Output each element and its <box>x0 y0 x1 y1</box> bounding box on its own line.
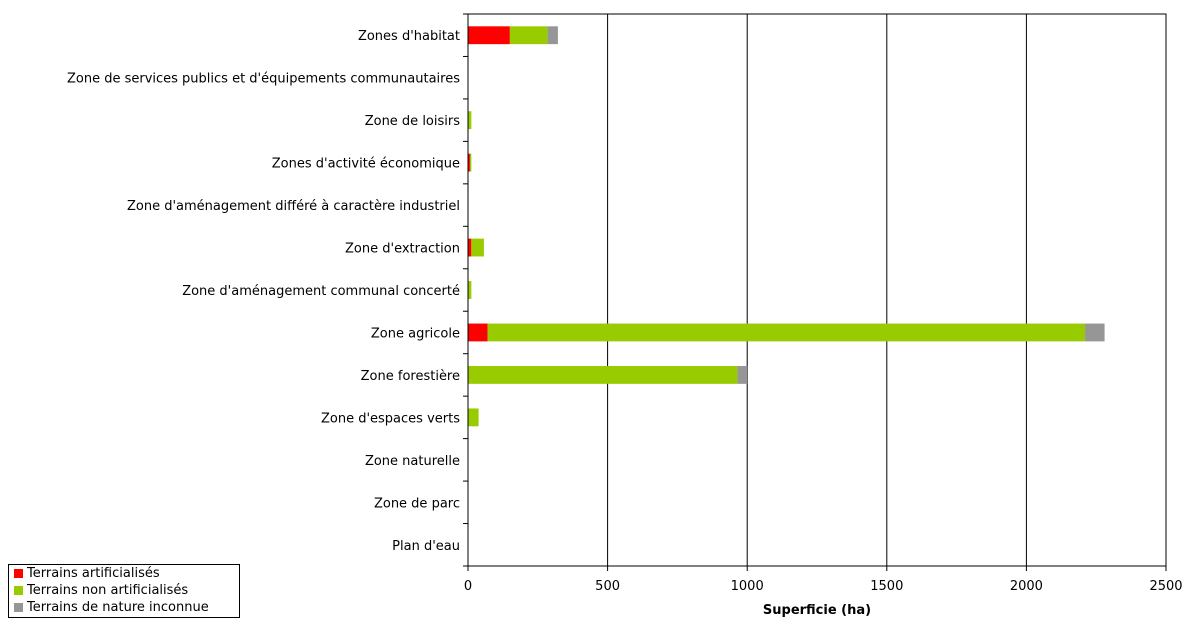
x-tick-label: 1500 <box>870 579 903 594</box>
legend-label: Terrains non artificialisés <box>27 583 189 598</box>
bar-segment <box>468 408 479 427</box>
category-label: Zone naturelle <box>365 454 460 469</box>
bar-segment <box>1085 323 1105 342</box>
plot-area <box>467 13 1167 567</box>
bar-segment <box>547 26 558 45</box>
bar-segment <box>737 366 748 384</box>
x-axis-title: Superficie (ha) <box>763 603 871 618</box>
x-tick-label: 0 <box>464 579 472 594</box>
x-tick-label: 2500 <box>1149 579 1182 594</box>
x-axis: 0 500 1000 1500 2000 2500 <box>464 566 1183 594</box>
bar-segment <box>487 323 1086 342</box>
legend-label: Terrains artificialisés <box>27 566 160 581</box>
bar-segment <box>468 111 472 130</box>
category-label: Plan d'eau <box>392 539 460 554</box>
legend-swatch <box>14 569 23 578</box>
category-label: Zone d'espaces verts <box>321 411 460 426</box>
bar-segment <box>468 26 510 45</box>
x-tick-label: 500 <box>595 579 620 594</box>
y-axis: Zones d'habitat Zone de services publics … <box>67 13 469 567</box>
bar-segment <box>468 323 488 342</box>
bar-segment <box>509 26 548 45</box>
legend-item: Terrains artificialisés <box>14 565 239 582</box>
legend-swatch <box>14 603 23 612</box>
bar-segment <box>468 366 738 384</box>
legend-label: Terrains de nature inconnue <box>27 600 209 615</box>
legend-swatch <box>14 586 23 595</box>
gridlines <box>607 14 1027 566</box>
category-label: Zone de parc <box>374 496 460 511</box>
category-label: Zone d'extraction <box>345 242 460 257</box>
category-label: Zone agricole <box>371 326 460 341</box>
bar-segment <box>468 281 472 299</box>
category-label: Zone de services publics et d'équipement… <box>67 72 460 87</box>
legend: Terrains artificialisés Terrains non arti… <box>8 564 240 618</box>
x-tick-label: 2000 <box>1010 579 1043 594</box>
bar-segment <box>468 238 472 257</box>
bars <box>468 26 1105 427</box>
category-label: Zone d'aménagement différé à caractère i… <box>127 199 460 214</box>
category-label: Zones d'habitat <box>358 29 460 44</box>
category-label: Zones d'activité économique <box>272 157 460 172</box>
category-label: Zone de loisirs <box>365 114 461 129</box>
bar-segment <box>469 153 472 172</box>
category-label: Zone d'aménagement communal concerté <box>182 284 460 299</box>
category-label: Zone forestière <box>361 369 460 384</box>
legend-item: Terrains de nature inconnue <box>14 599 239 616</box>
legend-item: Terrains non artificialisés <box>14 582 239 599</box>
bar-segment <box>468 153 470 172</box>
x-tick-label: 1000 <box>731 579 764 594</box>
bar-segment <box>471 238 484 257</box>
